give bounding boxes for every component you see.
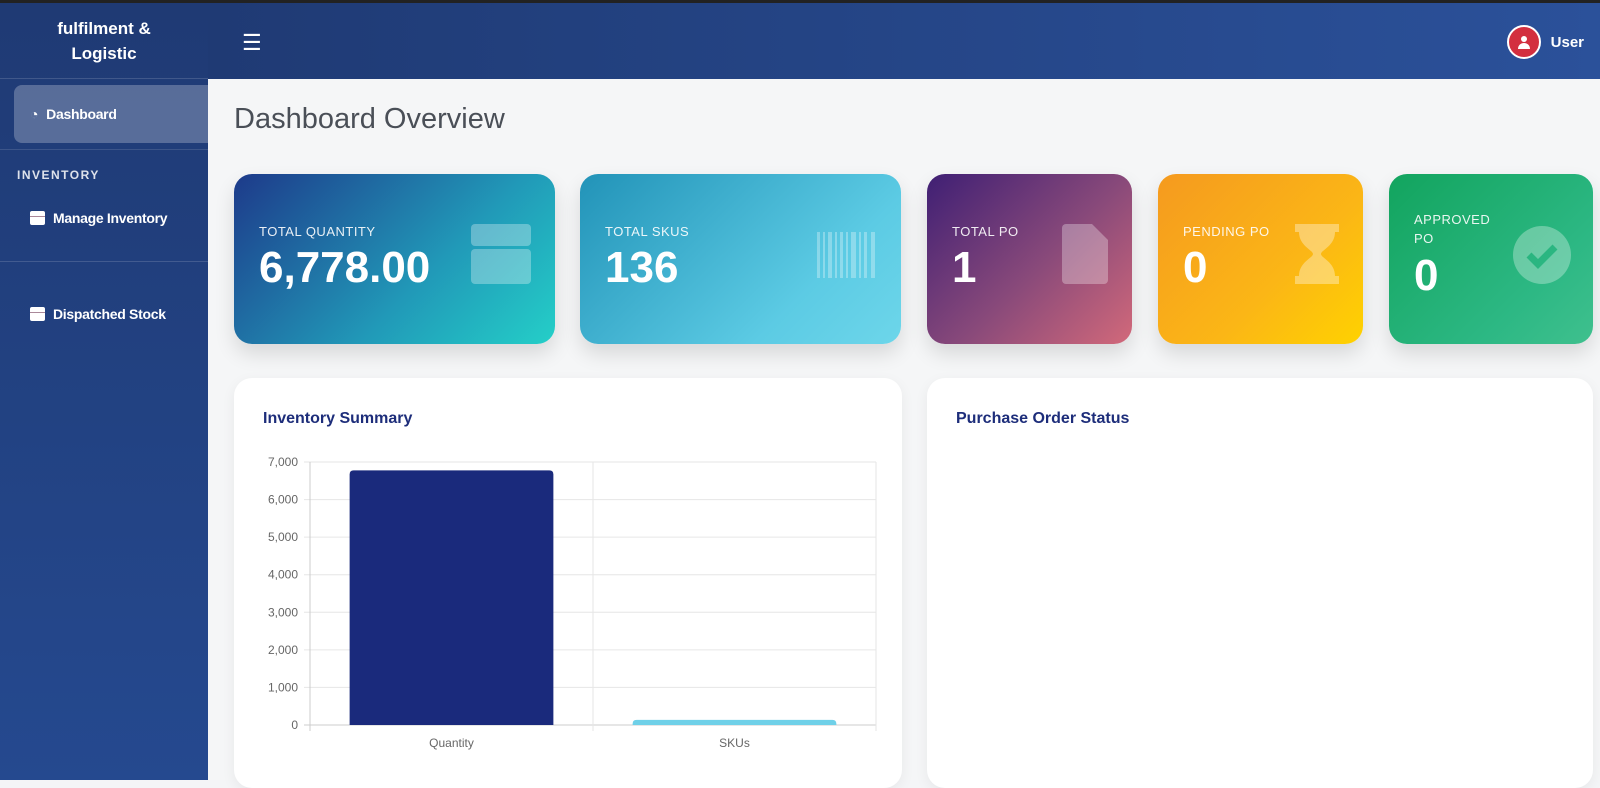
sidebar-item-label: Manage Inventory [53, 209, 168, 226]
hourglass-icon [1295, 224, 1339, 289]
stat-card-pending-po: PENDING PO 0 [1158, 174, 1363, 344]
brand: fulfilment & Logistic [0, 3, 208, 79]
y-tick-label: 3,000 [268, 605, 298, 619]
user-name: User [1550, 33, 1584, 51]
brand-line1: fulfilment & [57, 18, 151, 38]
sidebar-item-label: Dispatched Stock [53, 306, 166, 322]
stat-card-total-quantity: TOTAL QUANTITY 6,778.00 [234, 174, 555, 344]
card-value: 136 [605, 243, 679, 292]
card-label: TOTAL SKUS [605, 224, 690, 239]
section-inventory: INVENTORY [0, 149, 208, 182]
menu-toggle-icon[interactable]: ☰ [242, 30, 262, 55]
user-menu[interactable]: User [1506, 25, 1584, 59]
sidebar-item-label: Dashboard [46, 106, 117, 122]
x-tick-label: Quantity [429, 736, 474, 750]
top-header: ☰ User [208, 3, 1600, 79]
card-label: TOTAL QUANTITY [259, 224, 376, 239]
box-icon [30, 307, 45, 321]
card-value: 6,778.00 [259, 243, 431, 292]
x-tick-label: SKUs [719, 736, 750, 750]
sidebar-item-dashboard[interactable]: ◔ Dashboard [14, 85, 208, 143]
bar-quantity [349, 470, 554, 725]
panel-title: Inventory Summary [263, 410, 413, 427]
inventory-bar-chart: 0 1,000 2,000 3,000 4,000 5,000 6,000 7,000 Quan… [268, 455, 877, 750]
check-circle-icon [1513, 226, 1571, 289]
y-tick-label: 2,000 [268, 643, 298, 657]
card-label: TOTAL PO [952, 224, 1019, 239]
stat-card-total-po: TOTAL PO 1 [927, 174, 1132, 344]
card-label: APPROVED PO [1414, 212, 1491, 246]
y-tick-label: 6,000 [268, 493, 298, 507]
box-icon [471, 224, 531, 289]
main-content: Dashboard Overview TOTAL QUANTITY 6,778.… [208, 79, 1600, 788]
purchase-order-status-panel: Purchase Order Status [927, 378, 1593, 788]
inventory-summary-panel: Inventory Summary 0 1,000 2,000 3,000 4,000 5… [234, 378, 902, 788]
stat-card-total-skus: TOTAL SKUS 136 [580, 174, 901, 344]
card-value: 0 [1414, 251, 1439, 300]
stat-card-approved-po: APPROVED PO 0 [1389, 174, 1593, 344]
bar-skus [632, 719, 837, 725]
y-tick-label: 1,000 [268, 680, 298, 694]
user-avatar-icon [1506, 25, 1541, 59]
card-label: PENDING PO [1183, 224, 1270, 239]
brand-line2: Logistic [71, 43, 137, 63]
panel-title: Purchase Order Status [956, 410, 1130, 427]
box-icon [30, 210, 45, 225]
sidebar: fulfilment & Logistic ◔ Dashboard INVENTOR… [0, 3, 208, 780]
card-value: 0 [1183, 243, 1208, 292]
y-tick-label: 7,000 [268, 455, 298, 469]
gauge-icon: ◔ [30, 106, 39, 122]
y-tick-label: 4,000 [268, 568, 298, 582]
page-title: Dashboard Overview [234, 103, 505, 135]
y-tick-label: 0 [291, 718, 298, 732]
sidebar-item-manage-inventory[interactable]: Manage Inventory [0, 192, 208, 262]
barcode-icon [817, 232, 877, 283]
y-tick-label: 5,000 [268, 530, 298, 544]
sidebar-item-dispatched-stock[interactable]: Dispatched Stock [0, 262, 208, 366]
card-value: 1 [952, 243, 977, 292]
file-invoice-icon [1062, 224, 1108, 289]
